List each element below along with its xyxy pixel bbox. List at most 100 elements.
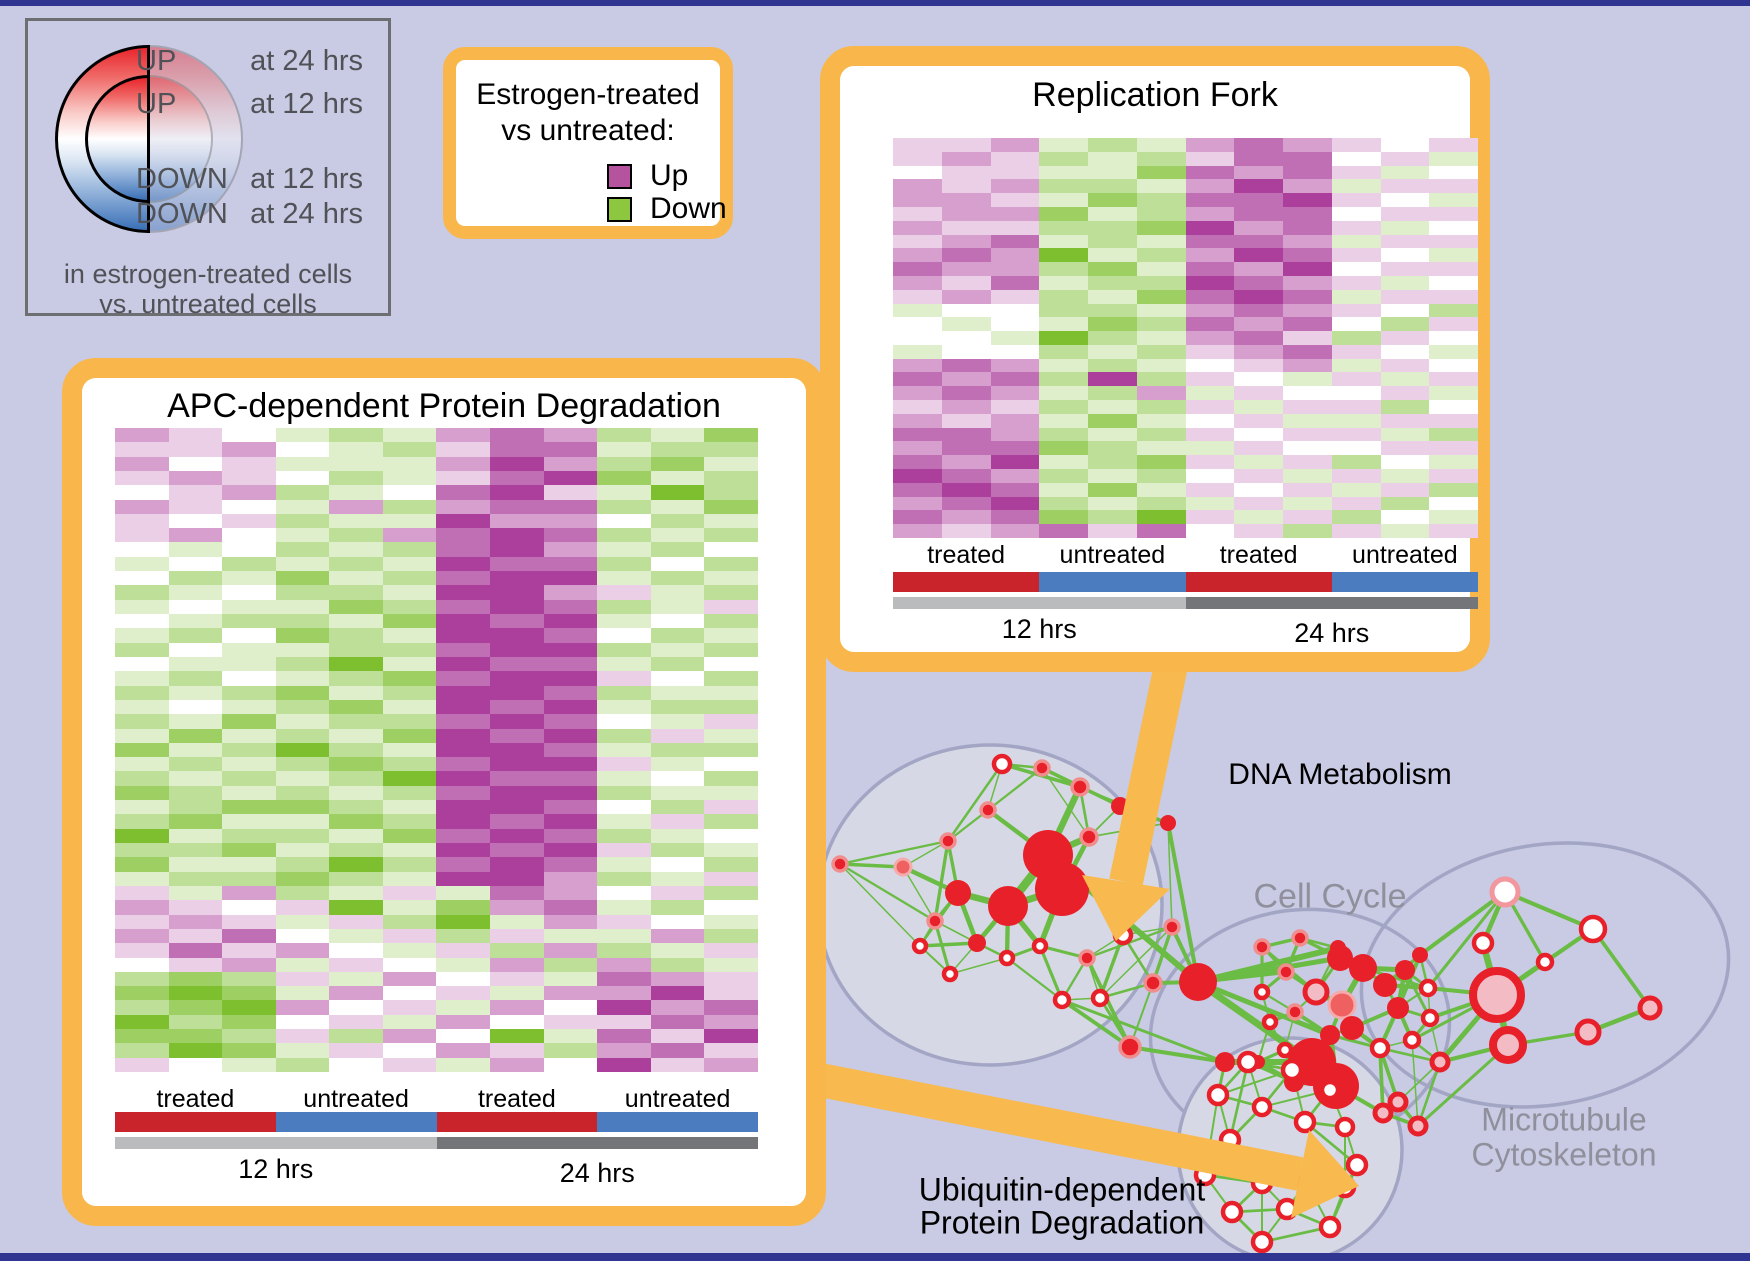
heatmap-cell [1234,427,1283,442]
heatmap-cell [1331,496,1381,511]
heatmap-cell [893,413,942,428]
heatmap-cell [436,1043,491,1058]
heatmap-cell [382,614,437,629]
heatmap-cell [222,428,276,443]
heatmap-cell [704,1043,758,1058]
heatmap-cell [704,1014,758,1030]
network-edge [1261,991,1271,1023]
heatmap-cell [1039,138,1088,152]
heatmap-cell [115,528,169,543]
network-edge [919,892,959,947]
heatmap-cell [222,542,276,557]
heatmap-cell [490,1000,544,1015]
heatmap-cell [1331,275,1381,290]
heatmap-cell [1039,289,1088,304]
heatmap-cell [168,943,223,958]
heatmap-cell [1429,358,1478,373]
network-edge [919,920,936,947]
up-color-swatch [607,163,632,189]
heatmap-cell [115,900,169,915]
heatmap-cell [275,928,330,944]
heatmap-cell [382,542,437,557]
heatmap-cell [115,1043,169,1058]
network-edge [1418,890,1507,957]
heatmap-cell [490,900,544,915]
heatmap-cell [1039,427,1088,442]
heatmap-cell [1136,275,1186,290]
legend-caption-line2: vs. untreated cells [99,289,317,319]
heatmap-cell [115,499,169,514]
heatmap-cell [436,742,491,758]
heatmap-cell [597,642,651,657]
heatmap-cell [1136,138,1186,152]
gene-node-cc [1395,960,1415,980]
network-edge [1285,1182,1309,1210]
heatmap-cell [1283,358,1332,373]
gene-node-mt [1578,914,1608,944]
heatmap-cell [1234,193,1283,207]
network-edge [1315,947,1339,993]
heatmap-cell [115,571,169,586]
heatmap-cell [704,814,758,829]
time-bar [436,1137,758,1149]
network-edge [1378,1047,1385,1114]
heatmap-cell [1283,138,1332,152]
network-edge [1039,944,1088,960]
gene-node-dna [1078,949,1096,967]
heatmap-cell [275,971,330,987]
replication-fork-panel: Replication Fork treated untreated treated… [820,46,1490,672]
heatmap-cell [1380,317,1430,332]
heatmap-cell [1380,248,1430,263]
heatmap-cell [115,914,169,929]
heatmap-cell [990,206,1040,221]
heatmap-cell [382,513,437,529]
heatmap-cell [329,1043,383,1058]
heatmap-cell [168,571,223,586]
heatmap-cell [168,800,223,815]
network-edge [1395,969,1408,1009]
heatmap-cell [115,585,169,600]
network-edge [902,840,949,868]
heatmap-cell [168,499,223,514]
heatmap-cell [543,885,598,901]
heatmap-cell [543,714,598,729]
legend-down-24: DOWN [136,198,228,230]
heatmap-cell [650,885,705,901]
heatmap-cell [115,857,169,872]
heatmap-cell [543,800,598,815]
top-border-line [0,0,1750,6]
network-edge [1099,981,1154,1000]
network-edge [1383,968,1407,987]
heatmap-cell [1039,220,1088,235]
bottom-margin [0,1261,1750,1279]
heatmap-cell [704,456,758,471]
heatmap-cell [650,771,705,786]
heatmap-cell [1136,234,1186,249]
heatmap-cell [990,386,1040,401]
gene-node-dna [1111,797,1129,815]
heatmap-cell [893,275,942,290]
heatmap-cell [597,628,651,643]
heatmap-cell [222,699,276,715]
heatmap-cell [1234,358,1283,373]
heatmap-cell [650,1057,705,1072]
heatmap-cell [436,828,491,844]
network-edge [1411,993,1498,1042]
heatmap-cell [436,1014,491,1030]
heatmap-cell [1283,206,1332,221]
heatmap-cell [650,556,705,572]
heatmap-cell [275,885,330,901]
heatmap-cell [1136,413,1186,428]
network-edge [1396,1100,1420,1128]
heatmap-cell [1380,275,1430,290]
heatmap-cell [329,585,383,600]
heatmap-cell [704,599,758,615]
heatmap-cell [543,728,598,743]
heatmap-cell [650,800,705,815]
heatmap-cell [990,510,1040,525]
network-edge [1121,934,1155,984]
network-edge [1001,762,1043,770]
heatmap-cell [597,843,651,858]
heatmap-cell [650,742,705,758]
heatmap-cell [222,685,276,700]
